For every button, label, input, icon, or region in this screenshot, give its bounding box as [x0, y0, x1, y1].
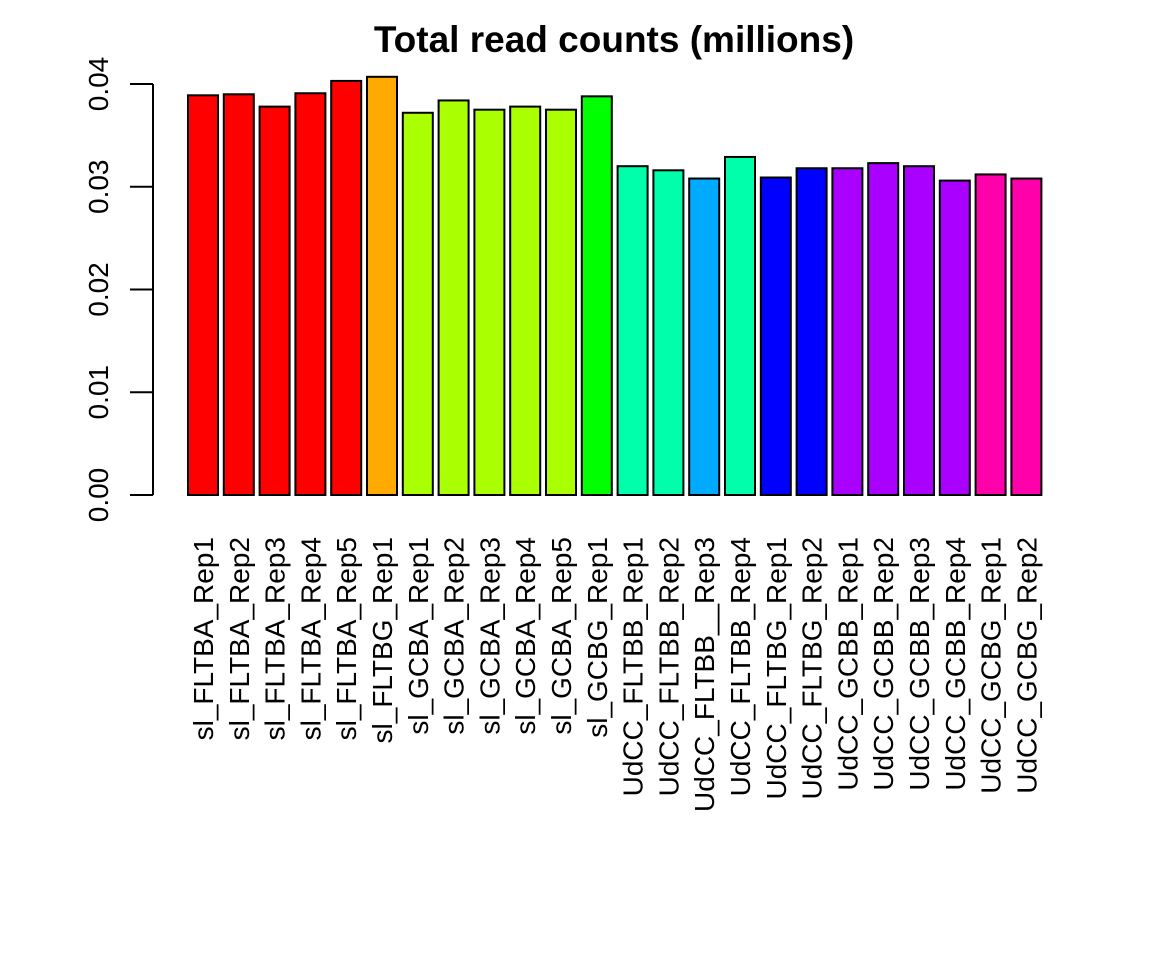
bar — [938, 179, 971, 497]
y-tick-label: 0.00 — [83, 468, 114, 523]
x-tick-label: UdCC_FLTBG_Rep1 — [761, 537, 792, 799]
x-tick-label: UdCC_GCBB_Rep1 — [832, 537, 863, 791]
x-tick-label: sl_GCBA_Rep5 — [546, 537, 577, 735]
x-tick-label: UdCC_GCBB_Rep3 — [904, 537, 935, 791]
x-tick-label: sl_FLTBG_Rep1 — [367, 537, 398, 743]
x-tick-label: sl_GCBA_Rep1 — [403, 537, 434, 735]
bar — [688, 177, 721, 496]
bar — [724, 155, 756, 496]
x-tick-label: sl_FLTBA_Rep2 — [224, 537, 255, 740]
bar — [258, 105, 291, 496]
y-tick-label: 0.01 — [83, 365, 114, 420]
bar — [473, 108, 506, 496]
x-tick-label: sl_GCBA_Rep4 — [510, 537, 541, 735]
bar — [509, 105, 542, 496]
x-tick-label: UdCC_GCBG_Rep2 — [1011, 537, 1042, 794]
x-tick-label: sl_GCBA_Rep3 — [474, 537, 505, 735]
bar — [437, 99, 470, 496]
x-axis-labels: sl_FLTBA_Rep1 sl_FLTBA_Rep2 sl_FLTBA_Rep3 s… — [188, 537, 1042, 812]
bar — [867, 162, 900, 496]
x-tick-label: sl_FLTBA_Rep4 — [295, 537, 326, 740]
bars — [187, 75, 1043, 497]
bar — [616, 165, 649, 496]
bar — [545, 108, 577, 496]
bar — [187, 94, 219, 497]
x-tick-label: UdCC_FLTBB_Rep4 — [725, 537, 756, 796]
y-axis: 0.00 0.01 0.02 0.03 0.04 — [83, 57, 154, 523]
bar — [1010, 177, 1043, 496]
x-tick-label: UdCC_FLTBB_Rep1 — [618, 537, 649, 796]
y-tick-label: 0.04 — [83, 57, 114, 112]
bar — [366, 75, 398, 497]
x-tick-label: sl_GCBA_Rep2 — [439, 537, 470, 735]
bar — [974, 173, 1007, 496]
x-tick-label: UdCC_GCBB_Rep4 — [940, 537, 971, 791]
bar — [222, 93, 255, 497]
bar — [831, 167, 864, 496]
x-tick-label: UdCC_FLTBG_Rep2 — [797, 537, 828, 799]
x-tick-label: UdCC_GCBG_Rep1 — [976, 537, 1007, 794]
x-tick-label: sl_FLTBA_Rep5 — [331, 537, 362, 740]
chart-title: Total read counts (millions) — [374, 19, 854, 60]
bar — [652, 169, 685, 496]
y-tick-label: 0.03 — [83, 160, 114, 215]
bar — [294, 92, 327, 496]
x-tick-label: UdCC_FLTBB__Rep3 — [689, 537, 720, 812]
x-tick-label: UdCC_GCBB_Rep2 — [868, 537, 899, 791]
x-tick-label: UdCC_FLTBB_Rep2 — [653, 537, 684, 796]
bar — [330, 79, 363, 496]
y-tick-label: 0.02 — [83, 262, 114, 317]
x-tick-label: sl_GCBG_Rep1 — [582, 537, 613, 738]
bar — [580, 95, 613, 497]
bar — [759, 176, 792, 496]
x-tick-label: sl_FLTBA_Rep1 — [188, 537, 219, 740]
bar — [903, 165, 935, 496]
bar — [401, 111, 434, 497]
bar — [795, 167, 828, 496]
x-tick-label: sl_FLTBA_Rep3 — [260, 537, 291, 740]
